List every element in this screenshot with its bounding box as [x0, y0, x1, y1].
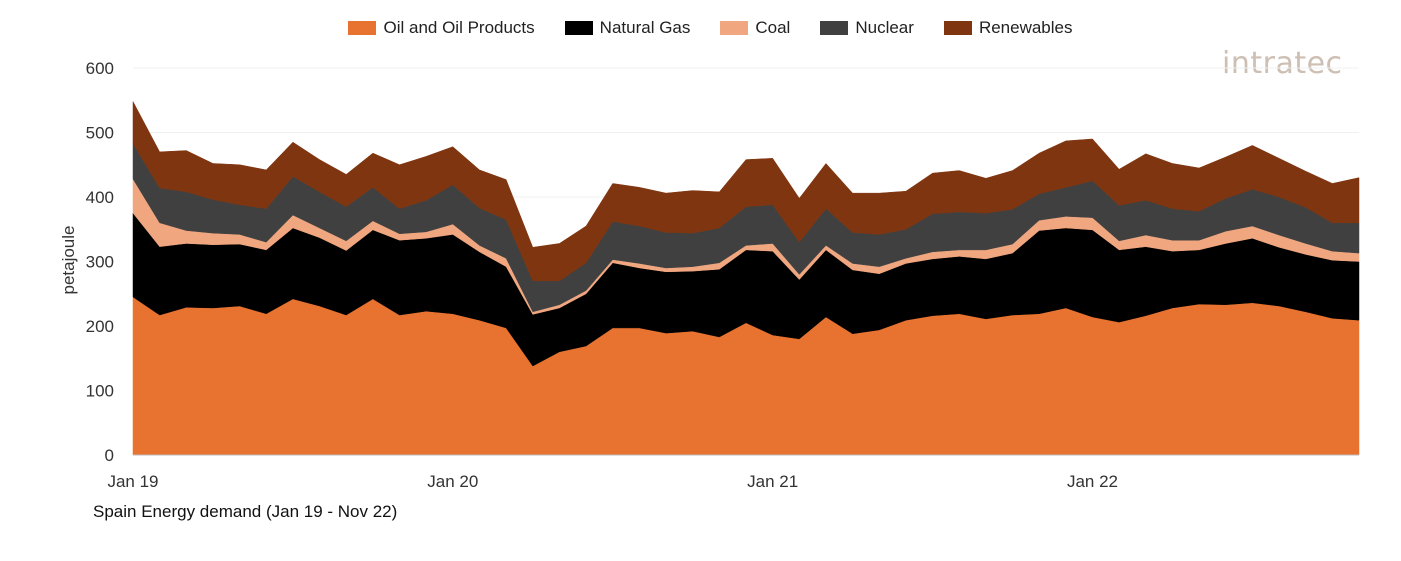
y-tick-label: 500 — [86, 124, 114, 143]
y-tick-label: 400 — [86, 188, 114, 207]
y-tick-label: 100 — [86, 382, 114, 401]
legend-swatch — [943, 21, 972, 35]
legend-item-renewables[interactable]: Renewables — [943, 18, 1073, 38]
legend-item-coal[interactable]: Coal — [720, 18, 790, 38]
y-tick-label: 0 — [105, 446, 114, 465]
y-tick-label: 300 — [86, 253, 114, 272]
legend-swatch — [348, 21, 377, 35]
x-tick-label: Jan 19 — [107, 472, 158, 491]
y-tick-label: 200 — [86, 317, 114, 336]
y-tick-label: 600 — [86, 59, 114, 78]
legend-swatch — [564, 21, 593, 35]
chart-title: Spain Energy demand (Jan 19 - Nov 22) — [93, 502, 398, 521]
legend-label: Renewables — [978, 18, 1073, 37]
area-renewables — [132, 101, 1360, 282]
x-tick-label: Jan 22 — [1067, 472, 1118, 491]
legend-label: Nuclear — [855, 18, 914, 37]
legend-label: Natural Gas — [599, 18, 691, 37]
x-tick-label: Jan 21 — [747, 472, 798, 491]
legend-label: Oil and Oil Products — [383, 18, 535, 37]
intratec-logo: intratec — [1222, 46, 1343, 81]
legend-swatch — [820, 21, 849, 35]
legend-item-oil[interactable]: Oil and Oil Products — [348, 18, 535, 38]
x-tick-label: Jan 20 — [427, 472, 478, 491]
legend-item-natural-gas[interactable]: Natural Gas — [564, 18, 691, 38]
legend: Oil and Oil Products Natural Gas Coal Nu… — [0, 18, 1401, 38]
legend-label: Coal — [755, 18, 791, 37]
legend-swatch — [720, 21, 749, 35]
y-axis-label: petajoule — [59, 225, 78, 294]
legend-item-nuclear[interactable]: Nuclear — [820, 18, 914, 38]
